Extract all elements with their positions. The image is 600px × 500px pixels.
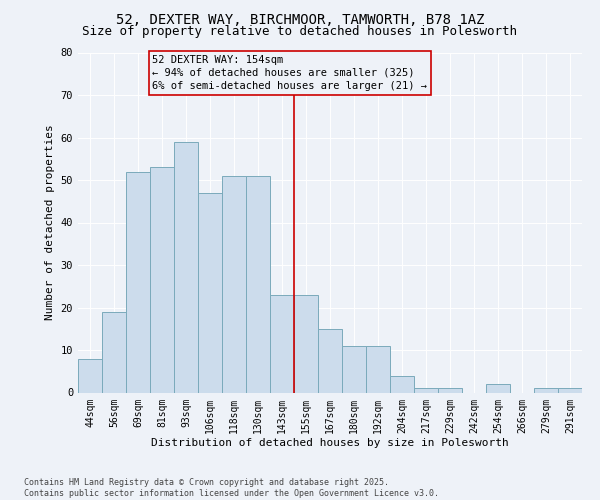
Bar bbox=[246, 176, 270, 392]
Bar bbox=[366, 346, 390, 393]
Bar bbox=[78, 358, 102, 392]
Bar bbox=[318, 329, 342, 392]
Bar bbox=[174, 142, 198, 393]
Bar bbox=[438, 388, 462, 392]
Bar bbox=[102, 312, 126, 392]
Text: Size of property relative to detached houses in Polesworth: Size of property relative to detached ho… bbox=[83, 25, 517, 38]
Bar bbox=[414, 388, 438, 392]
Bar bbox=[150, 167, 174, 392]
Bar bbox=[222, 176, 246, 392]
Bar bbox=[390, 376, 414, 392]
Text: 52 DEXTER WAY: 154sqm
← 94% of detached houses are smaller (325)
6% of semi-deta: 52 DEXTER WAY: 154sqm ← 94% of detached … bbox=[152, 54, 427, 91]
Bar bbox=[558, 388, 582, 392]
Text: 52, DEXTER WAY, BIRCHMOOR, TAMWORTH, B78 1AZ: 52, DEXTER WAY, BIRCHMOOR, TAMWORTH, B78… bbox=[116, 12, 484, 26]
Bar bbox=[198, 192, 222, 392]
Bar bbox=[294, 294, 318, 392]
Bar bbox=[486, 384, 510, 392]
Bar bbox=[126, 172, 150, 392]
Bar bbox=[342, 346, 366, 393]
Text: Contains HM Land Registry data © Crown copyright and database right 2025.
Contai: Contains HM Land Registry data © Crown c… bbox=[24, 478, 439, 498]
Bar bbox=[270, 294, 294, 392]
Y-axis label: Number of detached properties: Number of detached properties bbox=[45, 124, 55, 320]
Bar bbox=[534, 388, 558, 392]
X-axis label: Distribution of detached houses by size in Polesworth: Distribution of detached houses by size … bbox=[151, 438, 509, 448]
